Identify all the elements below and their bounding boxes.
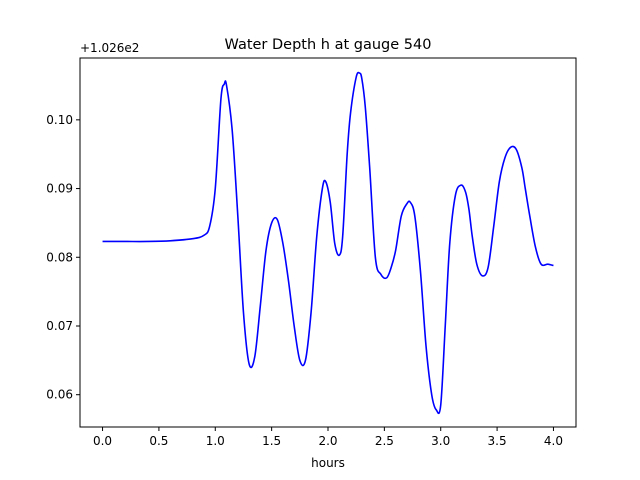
x-tick-label: 4.0 <box>544 434 563 448</box>
y-axis-ticks: 0.06 0.07 0.08 0.09 0.10 <box>46 113 80 402</box>
x-axis-ticks: 0.0 0.5 1.0 1.5 2.0 2.5 3.0 3.5 4.0 <box>93 427 563 448</box>
y-tick-label: 0.06 <box>46 388 73 402</box>
y-offset-label: +1.026e2 <box>80 41 139 55</box>
y-tick-label: 0.08 <box>46 250 73 264</box>
x-tick-label: 2.5 <box>375 434 394 448</box>
x-axis-label: hours <box>311 456 345 470</box>
x-tick-label: 0.5 <box>149 434 168 448</box>
chart-title: Water Depth h at gauge 540 <box>225 37 432 53</box>
y-tick-label: 0.10 <box>46 113 73 127</box>
series-line <box>102 71 554 415</box>
x-tick-label: 0.0 <box>93 434 112 448</box>
x-tick-label: 3.0 <box>431 434 450 448</box>
x-tick-label: 1.0 <box>206 434 225 448</box>
x-tick-label: 2.0 <box>318 434 337 448</box>
y-tick-label: 0.09 <box>46 182 73 196</box>
x-tick-label: 3.5 <box>488 434 507 448</box>
y-tick-label: 0.07 <box>46 319 73 333</box>
x-tick-label: 1.5 <box>262 434 281 448</box>
